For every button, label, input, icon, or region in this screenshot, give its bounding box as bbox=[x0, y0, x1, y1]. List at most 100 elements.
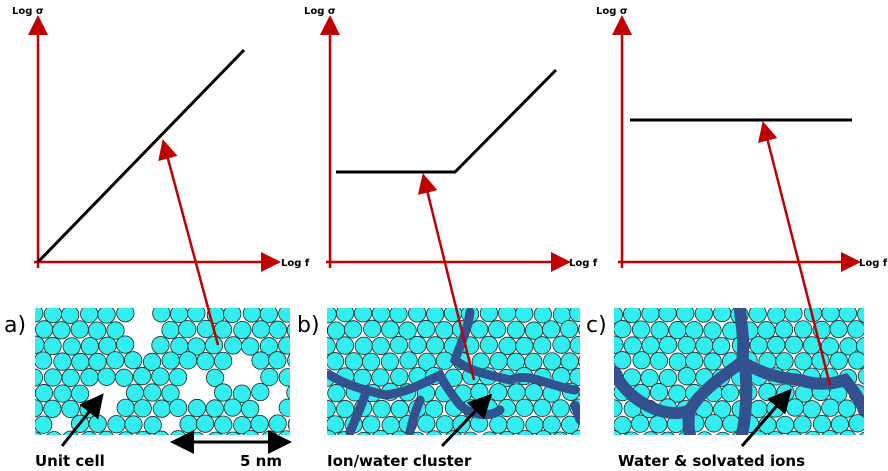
particle bbox=[552, 400, 569, 417]
particle bbox=[169, 369, 186, 386]
particle bbox=[390, 336, 407, 353]
particle bbox=[865, 416, 882, 433]
particle bbox=[9, 400, 26, 417]
particle bbox=[98, 431, 115, 448]
particle bbox=[300, 337, 317, 354]
particle bbox=[597, 352, 614, 369]
particle bbox=[865, 352, 882, 369]
particle bbox=[642, 432, 659, 449]
particle bbox=[471, 383, 488, 400]
particle bbox=[857, 432, 874, 449]
particle bbox=[650, 416, 667, 433]
particle bbox=[35, 416, 52, 433]
particle bbox=[308, 415, 325, 432]
particle bbox=[153, 431, 170, 448]
particle bbox=[362, 353, 379, 370]
particle bbox=[767, 431, 784, 448]
particle bbox=[631, 415, 648, 432]
particle bbox=[300, 368, 317, 385]
particle bbox=[534, 399, 551, 416]
particle bbox=[336, 337, 353, 354]
particle bbox=[301, 432, 318, 449]
particle bbox=[373, 400, 390, 417]
particle bbox=[71, 321, 88, 338]
particle bbox=[642, 337, 659, 354]
particle bbox=[822, 399, 839, 416]
particle bbox=[525, 384, 542, 401]
particle bbox=[516, 399, 533, 416]
particle bbox=[305, 352, 322, 369]
particle bbox=[786, 399, 803, 416]
particle bbox=[354, 305, 371, 322]
particle bbox=[252, 383, 269, 400]
particle bbox=[587, 399, 604, 416]
particle bbox=[215, 416, 232, 433]
particle bbox=[822, 304, 839, 321]
particle bbox=[241, 400, 258, 417]
particle bbox=[81, 369, 98, 386]
particle bbox=[605, 400, 622, 417]
particle bbox=[72, 353, 89, 370]
particle bbox=[462, 432, 479, 449]
particle bbox=[18, 384, 35, 401]
scale-bar-label: 5 nm bbox=[240, 452, 282, 470]
particle bbox=[260, 305, 277, 322]
particle bbox=[296, 369, 313, 386]
particle bbox=[587, 337, 604, 354]
particle bbox=[279, 399, 296, 416]
particle bbox=[515, 305, 532, 322]
particle bbox=[650, 352, 667, 369]
particle bbox=[144, 384, 161, 401]
particle bbox=[777, 384, 794, 401]
particle bbox=[214, 352, 231, 369]
particle bbox=[25, 369, 42, 386]
particle bbox=[224, 337, 241, 354]
x-axis-label: Log f bbox=[281, 258, 310, 269]
particle bbox=[8, 336, 25, 353]
particle bbox=[8, 368, 25, 385]
panel-label: c) bbox=[586, 313, 607, 338]
particle bbox=[319, 430, 336, 447]
particle bbox=[659, 305, 676, 322]
particle bbox=[508, 384, 525, 401]
particle bbox=[507, 321, 524, 338]
particle bbox=[704, 353, 721, 370]
particle bbox=[775, 321, 792, 338]
particle bbox=[80, 305, 97, 322]
particle bbox=[425, 431, 442, 448]
particle bbox=[133, 367, 150, 384]
particle bbox=[364, 320, 381, 337]
particle bbox=[62, 369, 79, 386]
particle bbox=[372, 337, 389, 354]
particle bbox=[499, 337, 516, 354]
particle bbox=[678, 336, 695, 353]
particle bbox=[534, 337, 551, 354]
particle bbox=[25, 400, 42, 417]
particle bbox=[678, 368, 695, 385]
particle bbox=[480, 336, 497, 353]
particle bbox=[45, 432, 62, 449]
particle bbox=[35, 384, 52, 401]
particle bbox=[848, 321, 865, 338]
particle bbox=[278, 431, 295, 448]
particle bbox=[196, 415, 213, 432]
particle bbox=[355, 337, 372, 354]
particle bbox=[169, 431, 186, 448]
particle bbox=[759, 383, 776, 400]
particle bbox=[279, 369, 296, 386]
particle bbox=[134, 431, 151, 448]
particle bbox=[382, 321, 399, 338]
particle bbox=[571, 430, 588, 447]
particle bbox=[34, 352, 51, 369]
particle bbox=[206, 400, 223, 417]
particle bbox=[305, 383, 322, 400]
particle bbox=[279, 305, 296, 322]
particle bbox=[62, 400, 79, 417]
particle bbox=[26, 432, 43, 449]
particle bbox=[776, 353, 793, 370]
particle bbox=[188, 399, 205, 416]
micrographs bbox=[8, 304, 884, 449]
particle bbox=[517, 430, 534, 447]
particle bbox=[391, 368, 408, 385]
particle bbox=[553, 336, 570, 353]
